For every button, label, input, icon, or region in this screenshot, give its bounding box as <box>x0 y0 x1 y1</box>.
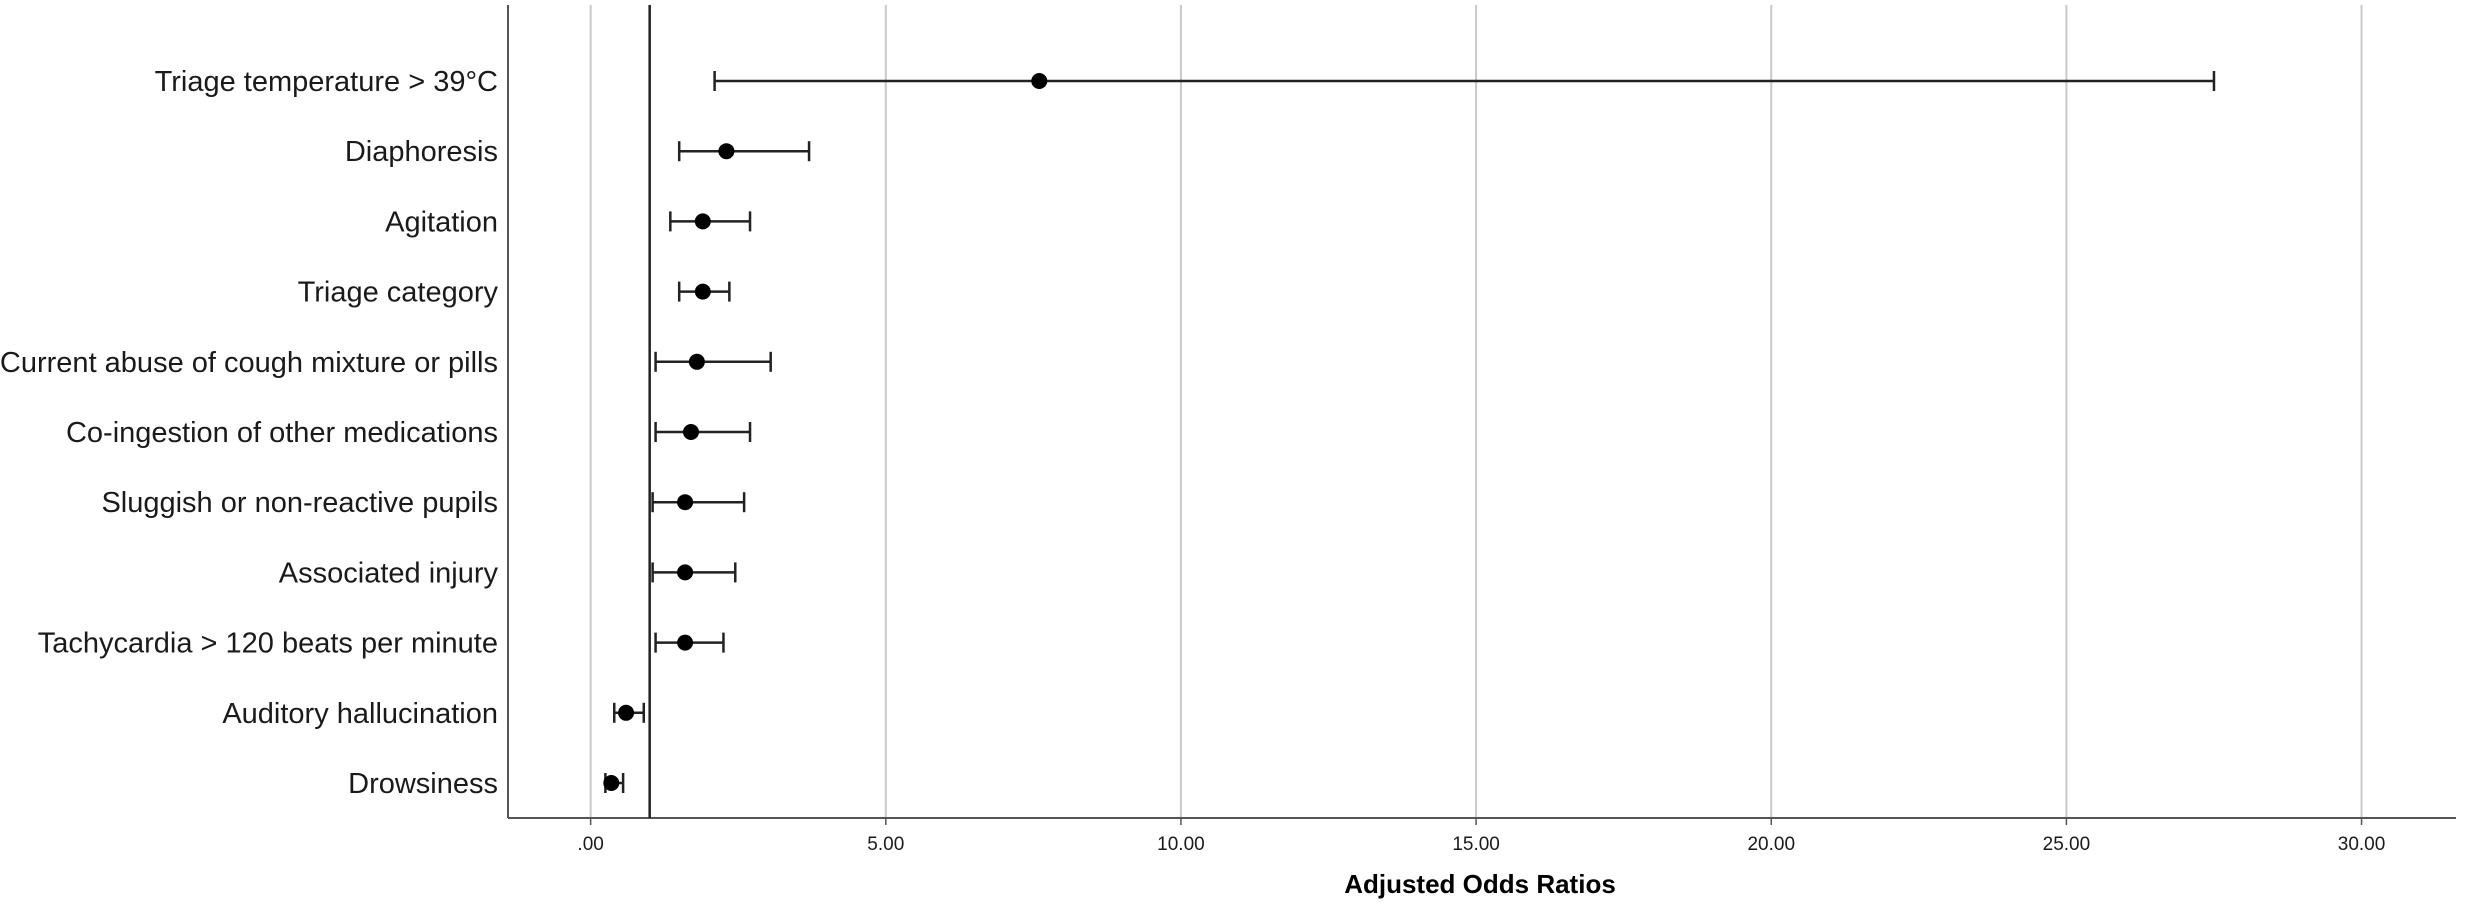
point-estimate-marker <box>682 424 699 440</box>
x-axis-title: Adjusted Odds Ratios <box>1344 869 1616 899</box>
x-tick-label: 10.00 <box>1157 834 1205 855</box>
category-label: Triage temperature > 39°C <box>155 66 498 98</box>
point-estimate-marker <box>694 213 711 230</box>
category-label: Diaphoresis <box>345 136 498 168</box>
category-label: Drowsiness <box>348 768 498 800</box>
category-label: Tachycardia > 120 beats per minute <box>38 628 498 660</box>
x-tick-label: .00 <box>577 834 603 855</box>
point-estimate-marker <box>677 634 694 651</box>
x-tick-label: 25.00 <box>2043 834 2091 855</box>
category-label: Sluggish or non-reactive pupils <box>101 487 498 519</box>
tick-labels: .00 5.00 10.00 15.00 20.00 25.00 30.00 <box>577 834 2385 855</box>
grid-lines <box>589 5 2363 818</box>
point-estimate-marker <box>718 143 735 160</box>
x-tick-label: 5.00 <box>867 834 904 855</box>
category-label: Auditory hallucination <box>222 698 498 730</box>
category-label: Co-ingestion of other medications <box>66 417 498 449</box>
category-label: Associated injury <box>279 557 499 589</box>
x-tick-label: 20.00 <box>1747 834 1795 855</box>
axes <box>507 5 2456 825</box>
point-estimate-marker <box>1031 73 1048 89</box>
point-estimate-marker <box>694 283 711 300</box>
x-tick-label: 15.00 <box>1452 834 1500 855</box>
point-estimate-marker <box>688 353 705 370</box>
x-tick-label: 30.00 <box>2338 834 2386 855</box>
point-estimate-marker <box>603 775 620 791</box>
point-estimate-marker <box>618 704 635 721</box>
category-label: Current abuse of cough mixture or pills <box>0 347 498 379</box>
category-label: Triage category <box>298 277 499 309</box>
category-labels: Triage temperature > 39°C Diaphoresis Agit… <box>0 66 498 800</box>
category-label: Agitation <box>385 206 498 238</box>
data-marks <box>603 71 2216 793</box>
point-estimate-marker <box>677 494 694 511</box>
point-estimate-marker <box>677 564 694 581</box>
